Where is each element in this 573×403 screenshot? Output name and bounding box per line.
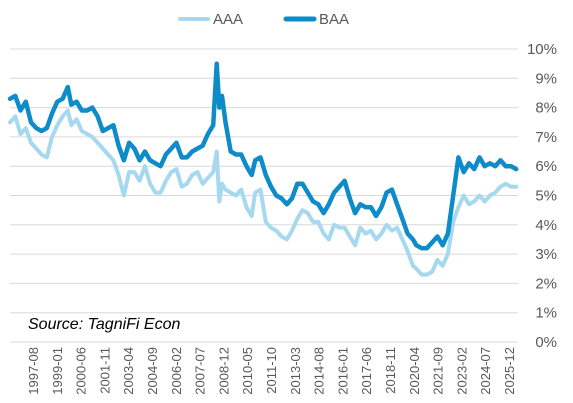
y-axis-tick-labels: 0% 1% 2% 3% 4% 5% 6% 7% 8% 9% 10% (527, 41, 557, 351)
gridlines (10, 48, 518, 343)
y-tick-label: 9% (535, 70, 557, 87)
y-tick-label: 8% (535, 100, 557, 117)
x-tick-label: 1999-01 (50, 347, 65, 395)
legend-label-aaa: AAA (213, 11, 243, 28)
y-tick-label: 5% (535, 188, 557, 205)
x-tick-label: 2021-09 (431, 347, 446, 395)
x-tick-label: 2007-07 (193, 347, 208, 395)
x-tick-label: 2001-11 (97, 347, 112, 394)
x-tick-label: 2014-08 (312, 347, 327, 395)
y-tick-label: 0% (535, 334, 557, 351)
y-tick-label: 1% (535, 305, 557, 322)
x-tick-label: 2004-09 (145, 347, 160, 395)
chart-legend: AAA BAA (178, 11, 349, 28)
x-tick-label: 2023-02 (454, 347, 469, 395)
x-tick-label: 1997-08 (26, 347, 41, 395)
series-line-baa (7, 61, 519, 251)
x-tick-label: 2024-07 (478, 347, 493, 395)
series-line-aaa (8, 108, 519, 277)
y-tick-label: 4% (535, 217, 557, 234)
source-note: Source: TagniFi Econ (28, 316, 180, 333)
y-tick-label: 7% (535, 129, 557, 146)
x-tick-label: 2008-12 (216, 347, 231, 395)
x-tick-label: 2016-01 (335, 347, 350, 395)
x-tick-label: 2013-03 (288, 347, 303, 395)
y-tick-label: 6% (535, 158, 557, 175)
x-tick-label: 2025-12 (502, 347, 517, 395)
y-tick-label: 3% (535, 246, 557, 263)
x-tick-label: 2011-10 (264, 347, 279, 394)
legend-label-baa: BAA (319, 11, 349, 28)
x-tick-label: 2010-05 (240, 347, 255, 395)
x-tick-label: 2018-11 (383, 347, 398, 394)
y-tick-label: 2% (535, 275, 557, 292)
x-tick-label: 2020-04 (407, 347, 422, 395)
y-tick-label: 10% (527, 41, 557, 58)
x-tick-label: 2017-06 (359, 347, 374, 395)
x-tick-label: 2003-04 (121, 347, 136, 395)
x-tick-label: 2006-02 (169, 347, 184, 395)
x-tick-label: 2000-06 (74, 347, 89, 395)
series-lines (7, 61, 519, 277)
x-axis-tick-labels: 1997-08 1999-01 2000-06 2001-11 2003-04 2004-… (26, 347, 517, 395)
